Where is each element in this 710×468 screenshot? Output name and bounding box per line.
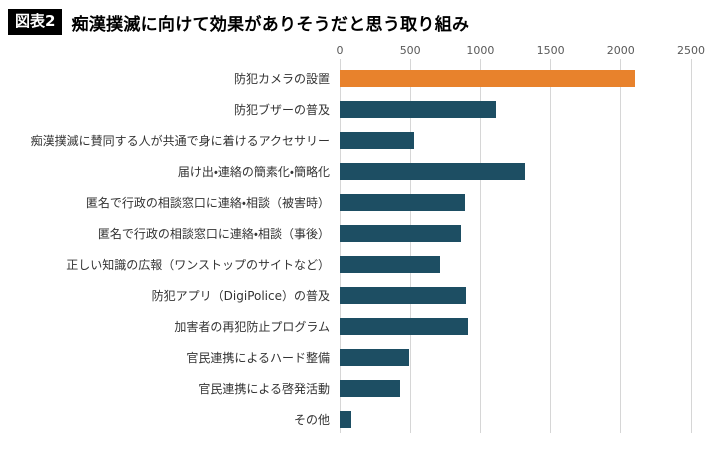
bar-track bbox=[340, 256, 691, 273]
bar-row: 届け出・連絡の簡素化・簡略化 bbox=[0, 156, 691, 187]
bar-row: 匿名で行政の相談窓口に連絡・相談（被害時） bbox=[0, 187, 691, 218]
bar bbox=[340, 163, 526, 180]
category-label: 正しい知識の広報（ワンストップのサイトなど） bbox=[66, 258, 330, 272]
bar-track bbox=[340, 101, 691, 118]
x-axis: 0 500 1000 1500 2000 2500 bbox=[336, 39, 706, 63]
category-label: 匿名で行政の相談窓口に連絡・相談（事後） bbox=[97, 227, 330, 241]
axis-tick-label: 500 bbox=[399, 44, 421, 57]
bar bbox=[340, 349, 409, 366]
axis-tick-label: 2000 bbox=[606, 44, 635, 57]
bar-track bbox=[340, 194, 691, 211]
bar-track bbox=[340, 411, 691, 428]
bar-chart: 0 500 1000 1500 2000 2500 防犯カメラの設置 防犯ブザーの普及痴漢撲… bbox=[0, 39, 706, 435]
bar-row: 防犯ブザーの普及 bbox=[0, 94, 691, 125]
axis-tick-label: 1500 bbox=[536, 44, 565, 57]
bar bbox=[340, 380, 401, 397]
bar bbox=[340, 70, 635, 87]
bar-rows: 防犯カメラの設置 防犯ブザーの普及痴漢撲滅に賛同する人が共通で身に着けるアクセサリ… bbox=[0, 63, 691, 435]
page-title: 痴漢撲滅に向けて効果がありそうだと思う取り組み bbox=[71, 14, 470, 35]
axis-tick-label: 2500 bbox=[677, 44, 705, 57]
bar bbox=[340, 101, 496, 118]
bar-track bbox=[340, 163, 691, 180]
bar bbox=[340, 256, 440, 273]
bar-row: 防犯カメラの設置 bbox=[0, 63, 691, 94]
category-label: 防犯アプリ（DigiPolice）の普及 bbox=[151, 289, 330, 303]
bar-row: 官民連携による啓発活動 bbox=[0, 373, 691, 404]
category-label: 防犯カメラの設置 bbox=[233, 72, 330, 86]
bar-track bbox=[340, 380, 691, 397]
bar bbox=[340, 194, 465, 211]
bar bbox=[340, 411, 352, 428]
category-label: 匿名で行政の相談窓口に連絡・相談（被害時） bbox=[85, 196, 330, 210]
category-label: その他 bbox=[293, 413, 330, 427]
category-label: 届け出・連絡の簡素化・簡略化 bbox=[177, 165, 330, 179]
axis-tick-label: 0 bbox=[336, 44, 344, 57]
bar-row: 正しい知識の広報（ワンストップのサイトなど） bbox=[0, 249, 691, 280]
bar-row: 痴漢撲滅に賛同する人が共通で身に着けるアクセサリー bbox=[0, 125, 691, 156]
bar-row: 匿名で行政の相談窓口に連絡・相談（事後） bbox=[0, 218, 691, 249]
category-label: 官民連携によるハード整備 bbox=[186, 351, 330, 365]
bar-track bbox=[340, 349, 691, 366]
bar-track bbox=[340, 70, 691, 87]
figure-badge: 図表2 bbox=[8, 9, 63, 35]
bar bbox=[340, 225, 461, 242]
bar bbox=[340, 132, 415, 149]
bar-row: その他 bbox=[0, 404, 691, 435]
bar-track bbox=[340, 132, 691, 149]
category-label: 加害者の再犯防止プログラム bbox=[174, 320, 330, 334]
category-label: 防犯ブザーの普及 bbox=[233, 103, 330, 117]
bar-track bbox=[340, 287, 691, 304]
bar-row: 官民連携によるハード整備 bbox=[0, 342, 691, 373]
chart-header: 図表2 痴漢撲滅に向けて効果がありそうだと思う取り組み bbox=[0, 0, 710, 37]
bar-row: 加害者の再犯防止プログラム bbox=[0, 311, 691, 342]
bar-row: 防犯アプリ（DigiPolice）の普及 bbox=[0, 280, 691, 311]
bar bbox=[340, 318, 468, 335]
bar bbox=[340, 287, 467, 304]
chart-body: 防犯カメラの設置 防犯ブザーの普及痴漢撲滅に賛同する人が共通で身に着けるアクセサリ… bbox=[0, 59, 692, 435]
bar-track bbox=[340, 318, 691, 335]
category-label: 官民連携による啓発活動 bbox=[198, 382, 330, 396]
category-label: 痴漢撲滅に賛同する人が共通で身に着けるアクセサリー bbox=[30, 134, 330, 148]
axis-tick-label: 1000 bbox=[466, 44, 495, 57]
bar-track bbox=[340, 225, 691, 242]
